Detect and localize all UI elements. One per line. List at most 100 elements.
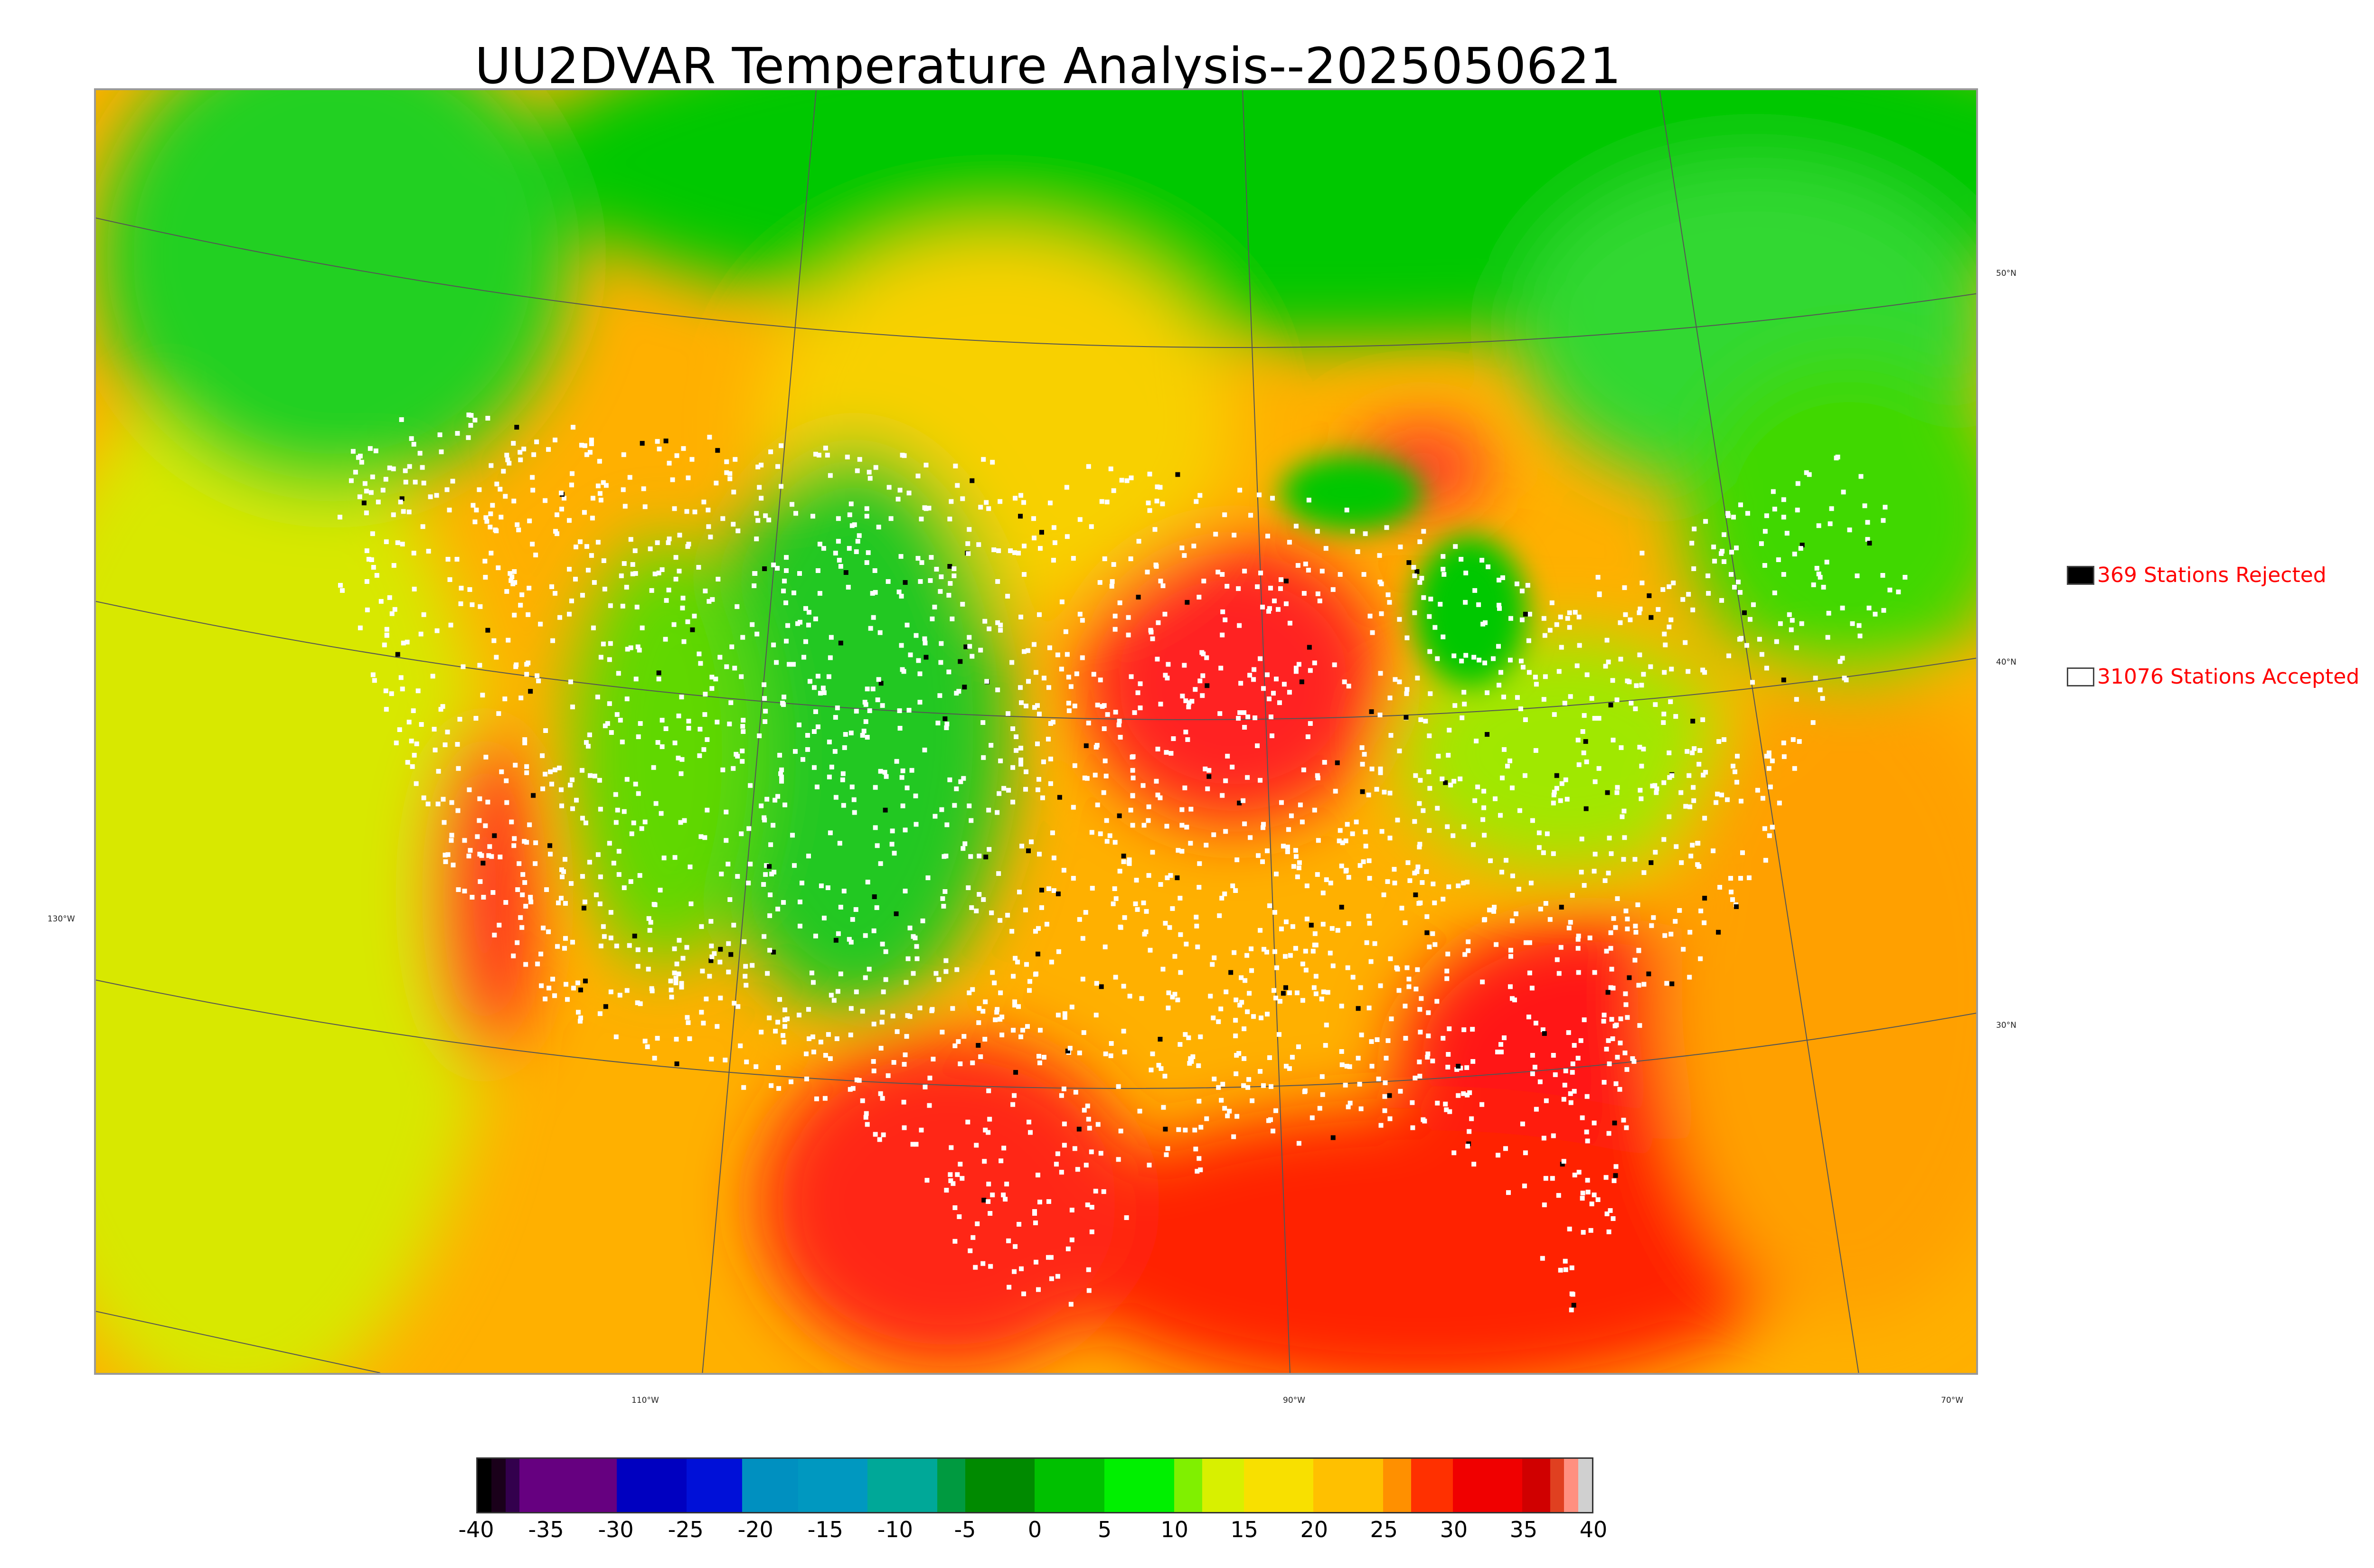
station-marker (1781, 740, 1786, 745)
station-marker (673, 976, 678, 981)
station-marker (1499, 870, 1505, 875)
station-marker (1009, 660, 1015, 665)
station-marker (647, 928, 652, 933)
station-marker (910, 1142, 915, 1147)
station-marker (1818, 574, 1823, 580)
station-marker (1138, 705, 1143, 711)
station-marker (1024, 769, 1029, 774)
station-marker (969, 818, 974, 823)
station-marker (1497, 606, 1502, 611)
station-marker (840, 777, 845, 782)
station-marker (1609, 1017, 1614, 1022)
station-marker (946, 592, 951, 598)
station-marker (873, 825, 878, 830)
station-marker (1772, 590, 1777, 595)
station-marker (516, 527, 521, 533)
station-marker (932, 604, 937, 610)
station-marker (1189, 699, 1195, 704)
station-marker (1204, 1116, 1209, 1121)
station-marker (1150, 636, 1155, 641)
station-marker (624, 777, 630, 782)
station-marker (637, 873, 642, 878)
station-marker (1265, 672, 1270, 677)
station-marker (960, 496, 965, 501)
station-marker (987, 1117, 992, 1122)
station-marker (1512, 997, 1517, 1003)
station-marker (1702, 895, 1707, 901)
station-marker (1003, 1197, 1008, 1202)
station-marker (462, 838, 467, 843)
station-marker (1126, 615, 1131, 620)
station-marker (1180, 694, 1185, 699)
station-marker (928, 578, 933, 583)
station-marker (867, 476, 873, 481)
station-marker (1516, 887, 1521, 892)
station-marker (384, 539, 389, 545)
station-marker (601, 558, 606, 563)
station-marker (961, 1034, 967, 1039)
station-marker (1222, 1106, 1227, 1111)
station-marker (815, 674, 820, 679)
station-marker (765, 971, 770, 976)
station-marker (790, 833, 795, 838)
station-marker (1289, 813, 1294, 818)
station-marker (891, 1060, 896, 1065)
station-marker (1303, 562, 1308, 567)
station-marker (837, 841, 842, 846)
station-marker (1281, 844, 1286, 849)
station-marker (1418, 717, 1423, 723)
station-marker (1395, 817, 1400, 823)
station-marker (1421, 595, 1426, 600)
station-marker (864, 514, 869, 519)
station-marker (966, 885, 971, 891)
station-marker (625, 647, 630, 652)
station-marker (872, 894, 877, 899)
station-marker (442, 820, 447, 825)
station-marker (735, 604, 740, 609)
station-marker (986, 1130, 991, 1135)
station-marker (1417, 845, 1422, 850)
station-marker (1215, 570, 1221, 574)
station-marker (1355, 549, 1360, 554)
station-marker (1271, 691, 1276, 696)
station-marker (1044, 921, 1049, 927)
station-marker (367, 446, 373, 451)
station-marker (1037, 1060, 1042, 1065)
station-marker (527, 585, 532, 591)
station-marker (848, 1033, 853, 1038)
station-marker (1320, 891, 1326, 895)
station-marker (1319, 996, 1324, 1002)
station-marker (988, 1264, 993, 1269)
station-marker (1508, 616, 1513, 621)
station-marker (1039, 888, 1044, 892)
station-marker (449, 838, 454, 843)
station-marker (419, 722, 424, 727)
station-marker (1481, 789, 1487, 794)
station-marker (1197, 678, 1203, 684)
station-marker (622, 809, 627, 814)
station-marker (1308, 668, 1313, 673)
station-marker (1787, 612, 1792, 617)
station-marker (494, 528, 499, 534)
station-marker (806, 1007, 811, 1012)
station-marker (709, 943, 714, 948)
station-marker (1242, 1056, 1247, 1061)
station-marker (399, 417, 404, 422)
station-marker (1421, 1117, 1426, 1122)
station-marker (771, 563, 776, 568)
station-marker (1055, 892, 1061, 896)
station-marker (986, 1199, 991, 1204)
station-marker (1283, 1063, 1289, 1069)
station-marker (978, 648, 983, 653)
station-marker (1032, 705, 1037, 710)
station-marker (1146, 818, 1151, 823)
station-marker (587, 773, 593, 778)
colorbar-segment (1578, 1459, 1592, 1512)
station-marker (762, 817, 767, 823)
station-marker (505, 457, 510, 462)
station-marker (1602, 1080, 1607, 1085)
station-marker (917, 671, 923, 676)
station-marker (548, 852, 553, 857)
station-marker (1333, 789, 1338, 794)
station-marker (1340, 840, 1345, 845)
